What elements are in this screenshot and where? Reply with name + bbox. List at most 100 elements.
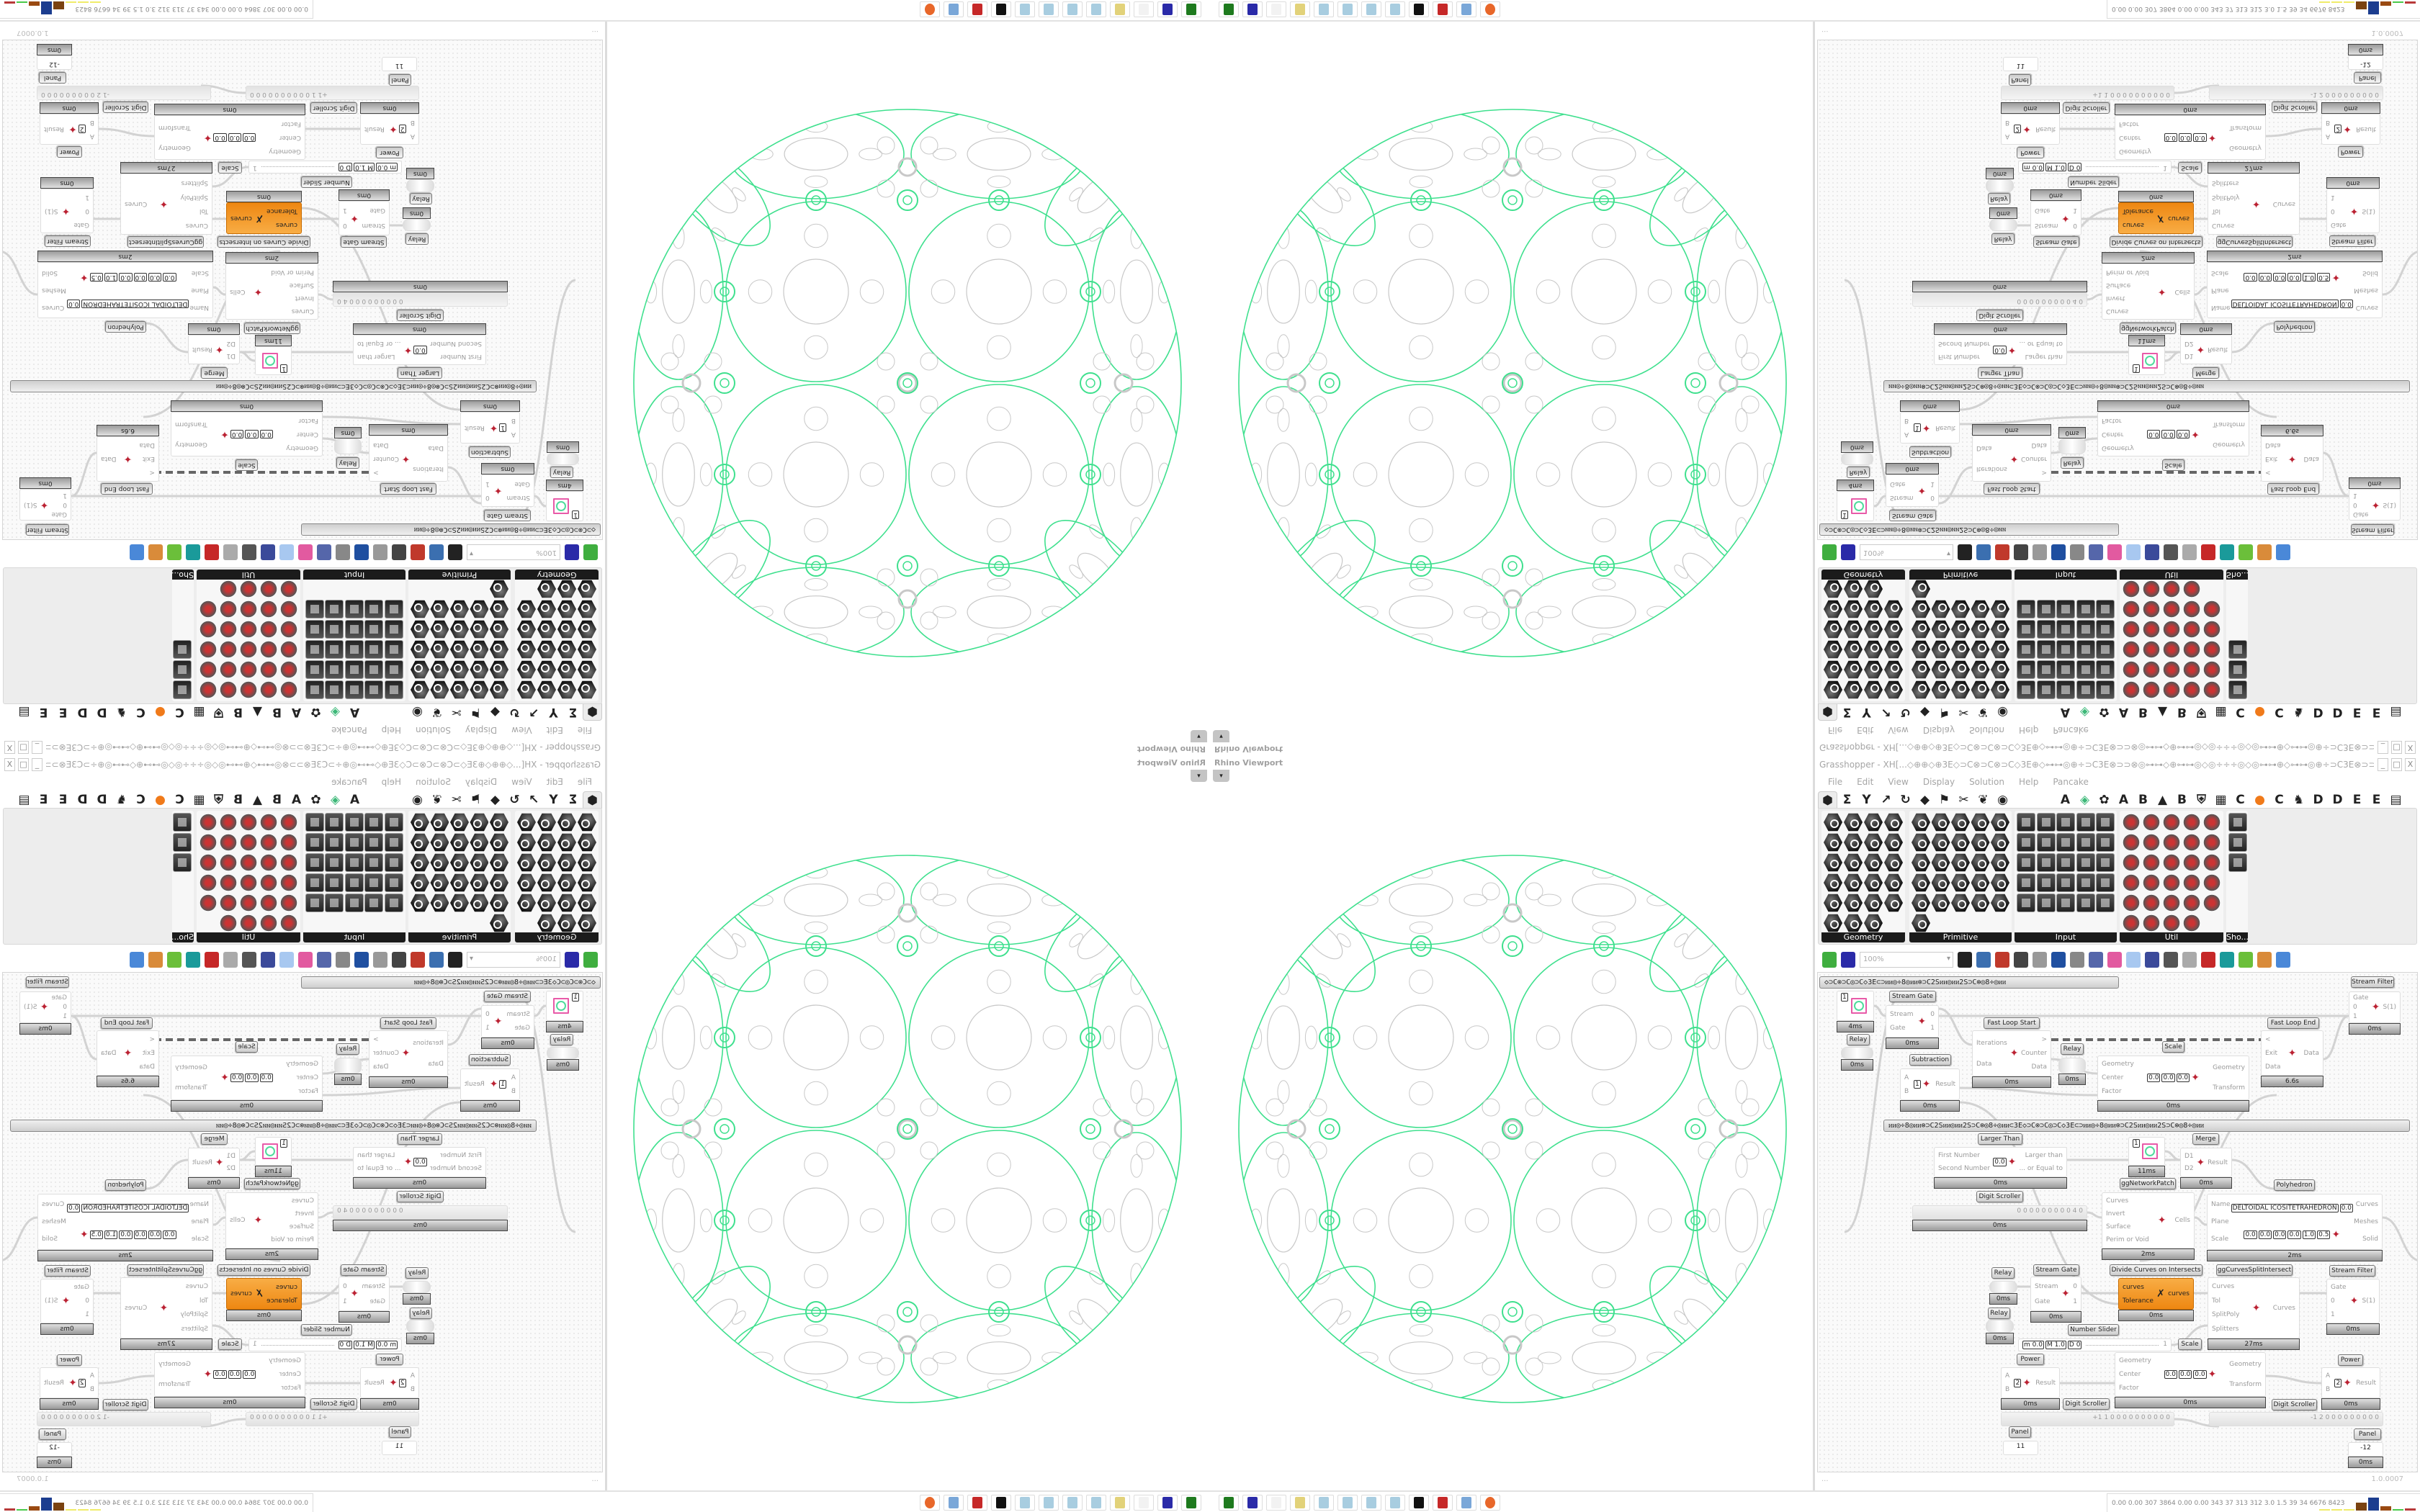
wire[interactable]	[2231, 1158, 2275, 1190]
output-param[interactable]: Curves	[2355, 304, 2378, 311]
relay-label[interactable]: Relay	[550, 1034, 573, 1045]
maximize-button[interactable]: □	[2391, 758, 2402, 771]
merge-component[interactable]: D1 D2 ✦ Result	[2180, 335, 2232, 364]
grasshopper-canvas[interactable]: ◇⊃C⊗⊃C◎⊃C◇3E⊂⊃ᴎᴎ◎÷8◎ᴎᴎ⊗⊃C2Sᴎᴎ◎ᴎᴎ2S⊃C⊗◎8÷…	[1817, 40, 2418, 540]
pdb-icon[interactable]	[2036, 620, 2056, 639]
image-icon[interactable]	[2070, 952, 2084, 968]
relay-label[interactable]: Relay	[410, 193, 432, 204]
teal-shape-icon[interactable]	[2220, 952, 2234, 968]
input-param[interactable]: 0	[2331, 1297, 2335, 1305]
digit-scroller-component[interactable]: -1 2 0 0 0 0 0 0 0 0 0	[2209, 1412, 2383, 1426]
letter-d-icon[interactable]: D	[77, 793, 88, 807]
calculator-icon[interactable]	[944, 1, 964, 17]
palette-group-label[interactable]: Primitive	[1909, 570, 2012, 580]
clamp-icon[interactable]	[2014, 544, 2028, 560]
circle-icon[interactable]	[279, 894, 298, 912]
egg-icon[interactable]	[2162, 620, 2181, 639]
palette-icon[interactable]	[2202, 600, 2221, 618]
calendar-icon[interactable]	[325, 620, 344, 639]
wire[interactable]	[239, 1150, 256, 1161]
cherry-icon[interactable]	[279, 680, 298, 699]
palette-group-label[interactable]: Util	[2120, 932, 2223, 942]
input-param[interactable]: B	[2326, 1385, 2331, 1393]
tree-icon[interactable]	[279, 620, 298, 639]
value-display[interactable]: -1 2 0 0 0 0 0 0 0 0 0	[41, 1414, 109, 1421]
group-bar[interactable]: ◇⊃C⊗⊃C◎⊃C◇3E⊂⊃ᴎᴎ◎÷8◎ᴎᴎ⊗⊃C2Sᴎᴎ◎ᴎᴎ2S⊃C⊗◎8÷…	[1819, 523, 2119, 536]
color-gem-icon[interactable]	[2056, 813, 2075, 832]
img-icon[interactable]	[2056, 640, 2075, 659]
input-param[interactable]: SplitPoly	[180, 193, 208, 201]
input-param[interactable]: Second Number	[1938, 340, 1991, 347]
brep-icon[interactable]	[1864, 600, 1883, 618]
cube-icon[interactable]	[557, 873, 576, 892]
output-param[interactable]: Larger than	[2025, 1152, 2063, 1159]
rhombus-icon[interactable]	[1844, 853, 1863, 872]
save-icon[interactable]	[565, 544, 579, 560]
wire[interactable]	[2164, 351, 2181, 362]
cherry-icon[interactable]	[2122, 680, 2141, 699]
digit-scroller-label[interactable]: Digit Scroller	[310, 1398, 357, 1410]
ggnetworkpatch-component[interactable]: Curves Invert Surface Perim or Void ✦ Cells	[2102, 264, 2195, 320]
signal-icon[interactable]	[2017, 660, 2035, 679]
firefox-icon[interactable]	[920, 1, 940, 17]
flask-icon[interactable]	[199, 640, 218, 659]
teal-shape-icon[interactable]	[2220, 544, 2234, 560]
wire[interactable]	[2323, 451, 2349, 498]
presentation-icon[interactable]	[2228, 853, 2247, 872]
group-bar[interactable]: ᴎᴎ◎÷8◎ᴎᴎ⊗⊃C2Sᴎᴎ◎ᴎᴎ2S⊃C⊗◎8÷◎ᴎᴎ⊂3E◇⊃C⊗⊃C◎⊃…	[1883, 1120, 2410, 1132]
larger-than-component[interactable]: First Number Second Number 0.0 ✦ Larger than…	[1934, 1147, 2067, 1177]
polyhedron-label[interactable]: Polyhedron	[105, 321, 146, 333]
decimal-icon[interactable]	[431, 620, 449, 639]
input-param[interactable]: curves	[2123, 1283, 2144, 1291]
ring-icon[interactable]	[2182, 952, 2197, 968]
palette-group-label[interactable]: Sho...	[2226, 570, 2249, 580]
input-param[interactable]: Name	[2211, 1201, 2231, 1208]
flask-icon[interactable]	[199, 853, 218, 872]
notepad-icon[interactable]	[1062, 1, 1083, 17]
letter-b-icon[interactable]: B	[272, 705, 282, 719]
search-icon[interactable]	[239, 833, 258, 852]
half-sphere-icon[interactable]	[2257, 544, 2272, 560]
input-param[interactable]: Exit	[2265, 1049, 2278, 1057]
box-outline-icon[interactable]	[537, 833, 556, 852]
cd-icon[interactable]	[2202, 833, 2221, 852]
bomb-icon[interactable]	[2164, 544, 2178, 560]
import-icon[interactable]	[385, 680, 403, 699]
xyz-icon[interactable]	[325, 833, 344, 852]
slider-param[interactable]: M 1.0	[2045, 1341, 2066, 1349]
palette-icon[interactable]	[199, 600, 218, 618]
output-param[interactable]: 0	[485, 494, 490, 502]
arrow-grid-icon[interactable]	[470, 833, 489, 852]
input-param[interactable]: Stream	[1890, 494, 1914, 502]
wire[interactable]	[98, 1374, 155, 1385]
output-param[interactable]: Geometry	[158, 144, 191, 151]
abc-icon[interactable]	[2122, 580, 2141, 598]
letter-c-icon[interactable]: C	[2275, 793, 2284, 807]
letter-a-icon[interactable]	[450, 894, 469, 912]
value-display[interactable]: 0 0 0 0 0 0 0 0 0 4 0	[337, 297, 403, 305]
grasshopper-canvas[interactable]: ◇⊃C⊗⊃C◎⊃C◇3E⊂⊃ᴎᴎ◎÷8◎ᴎᴎ⊗⊃C2Sᴎᴎ◎ᴎᴎ2S⊃C⊗◎8÷…	[1817, 972, 2418, 1472]
knob-icon[interactable]	[2076, 640, 2095, 659]
wire[interactable]	[2, 250, 38, 296]
input-param[interactable]: Name	[189, 304, 209, 311]
tree-icon[interactable]	[1931, 873, 1950, 892]
input-param[interactable]: A	[89, 1372, 94, 1380]
tree-icon[interactable]	[1932, 620, 1950, 639]
input-param[interactable]: Factor	[281, 1384, 301, 1392]
axes-icon[interactable]	[2122, 853, 2141, 872]
image-icon[interactable]	[431, 660, 449, 679]
clamp-icon[interactable]	[392, 952, 406, 968]
scissors-icon[interactable]: ✂	[451, 705, 462, 719]
digit-scroller-label[interactable]: Digit Scroller	[310, 102, 357, 114]
param-value[interactable]: 2	[398, 1378, 406, 1387]
polyhedron-component[interactable]: Name Plane Scale DELTOIDAL ICOSITETRAHEDRON…	[2207, 262, 2383, 318]
digit-scroller-component[interactable]: -1 2 0 0 0 0 0 0 0 0 0	[37, 1412, 211, 1426]
digit-scroller-label[interactable]: Digit Scroller	[2272, 1399, 2317, 1410]
image-icon[interactable]	[431, 833, 449, 852]
circle-x-icon[interactable]	[578, 833, 596, 852]
output-param[interactable]: 0	[485, 1010, 490, 1018]
id-tag-icon[interactable]	[305, 600, 324, 618]
orange-dot-icon[interactable]: ●	[155, 705, 166, 719]
output-param[interactable]: 1	[2073, 1297, 2077, 1305]
